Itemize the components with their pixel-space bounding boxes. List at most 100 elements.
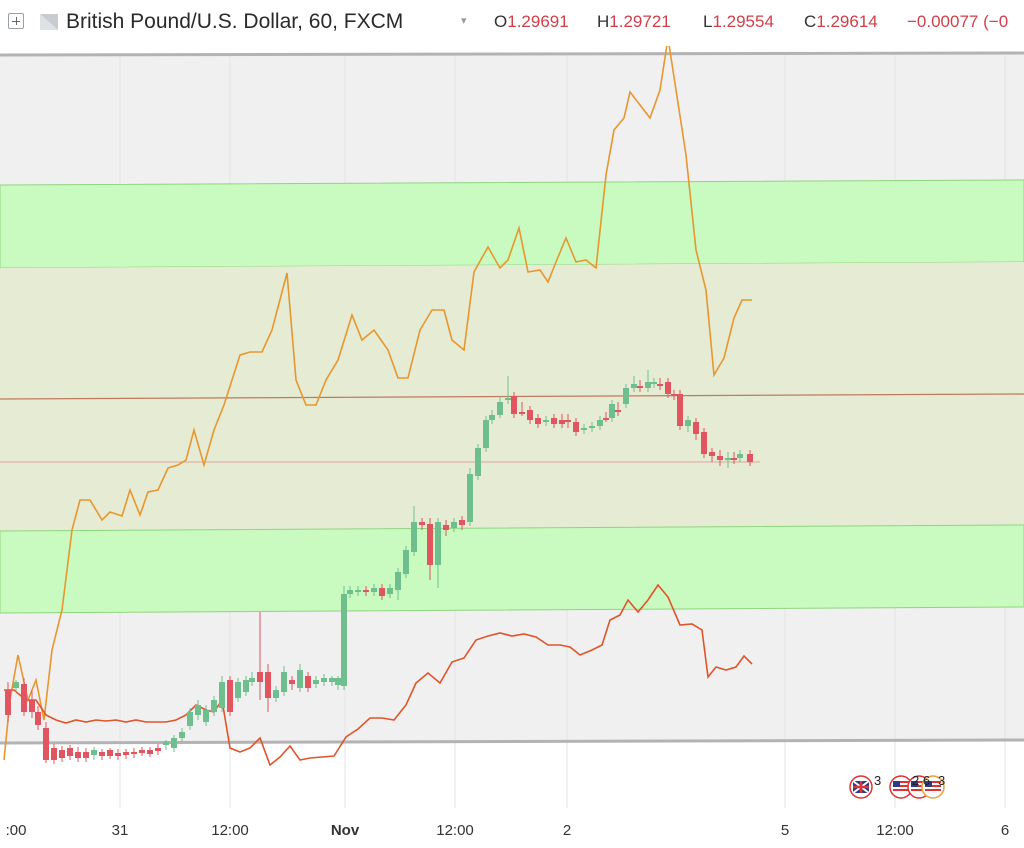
candle-down [419, 522, 425, 525]
candle [99, 749, 105, 760]
us-event-flag-icon-3[interactable] [920, 772, 946, 802]
candle-down [115, 753, 121, 756]
time-tick-5: 2 [562, 822, 572, 839]
candle [171, 735, 177, 752]
candle [341, 586, 347, 690]
candle-up [203, 710, 209, 722]
candle [475, 444, 481, 480]
uk-event-flag-icon[interactable] [848, 772, 874, 802]
candle-up [597, 420, 603, 426]
candle-down [363, 590, 369, 592]
candle-down [123, 752, 129, 755]
candle [321, 674, 327, 686]
candle [747, 450, 753, 466]
candle [511, 392, 517, 418]
time-tick-6: 5 [780, 822, 790, 839]
chart-type-icon[interactable] [38, 12, 60, 32]
candle [685, 416, 691, 432]
candle-down [155, 748, 161, 751]
add-symbol-button[interactable] [8, 13, 24, 29]
us-event-counts: 2 6 [912, 773, 931, 788]
candle [59, 746, 65, 762]
candle-up [475, 448, 481, 476]
candle-down [527, 410, 533, 420]
candle-down [535, 418, 541, 424]
uk-event-count: 3 [874, 773, 882, 788]
candle-up [395, 572, 401, 590]
candle-up [297, 670, 303, 688]
high-label: H [597, 12, 610, 31]
candle [731, 452, 737, 464]
candle [379, 584, 385, 600]
candle-up [489, 415, 495, 420]
candle [281, 666, 287, 696]
candle-up [505, 398, 511, 400]
candle [427, 518, 433, 580]
candle [347, 586, 353, 598]
candle-up [609, 404, 615, 418]
candle [335, 676, 341, 690]
candle-down [427, 524, 433, 565]
candle-down [671, 394, 677, 396]
time-tick-1: 31 [111, 822, 129, 839]
candle [75, 747, 81, 762]
close-label: C [804, 12, 817, 31]
candle-up [685, 420, 691, 426]
candle [147, 747, 153, 757]
candle-down [21, 684, 27, 712]
candle [297, 664, 303, 692]
candle-up [179, 732, 185, 738]
candle [115, 749, 121, 760]
candle-up [623, 388, 629, 404]
symbol-title[interactable]: British Pound/U.S. Dollar, 60, FXCM [66, 10, 404, 33]
time-tick-8: 6 [1000, 822, 1010, 839]
candle [13, 680, 19, 692]
candle-down [731, 458, 737, 460]
upper-channel-line [0, 51, 1024, 57]
candle-up [467, 474, 473, 522]
candle [631, 376, 637, 392]
candle [527, 406, 533, 424]
candle-down [131, 752, 137, 754]
candle [657, 378, 663, 390]
candle [265, 664, 271, 712]
candle-up [347, 590, 353, 594]
upper-indicator-line [3, 46, 752, 761]
candle [139, 747, 145, 756]
candle-up [187, 712, 193, 726]
candle-down [29, 700, 35, 712]
candle-down [717, 456, 723, 460]
candle [395, 568, 401, 600]
candle-down [83, 752, 89, 758]
candle-up [211, 700, 217, 712]
upper-green-band [0, 179, 1024, 269]
candle-up [581, 428, 587, 430]
candle [737, 450, 743, 462]
candle [329, 676, 335, 686]
time-axis[interactable]: :00 31 12:00 Nov 12:00 2 5 12:00 6 [0, 808, 1024, 848]
candle-down [519, 412, 525, 414]
us-event-flag-icon[interactable] [888, 772, 914, 802]
candle [483, 416, 489, 452]
candle [609, 400, 615, 422]
candle-up [387, 588, 393, 594]
candle [371, 584, 377, 596]
candle [565, 414, 571, 428]
candle [467, 468, 473, 526]
close-value: 1.29614 [816, 12, 878, 31]
candle-down [257, 672, 263, 682]
candle [67, 745, 73, 760]
candle-up [371, 588, 377, 592]
candle-down [693, 422, 699, 434]
symbol-dropdown-icon[interactable]: ▾ [461, 15, 467, 27]
candle [155, 744, 161, 755]
open-value: 1.29691 [507, 12, 569, 31]
candle [21, 678, 27, 716]
time-tick-3: Nov [330, 822, 360, 839]
candle [597, 416, 603, 430]
candle [665, 378, 671, 398]
candle-up [497, 402, 503, 415]
candle [677, 390, 683, 430]
price-chart[interactable] [0, 46, 1024, 808]
time-tick-2: 12:00 [211, 822, 249, 839]
